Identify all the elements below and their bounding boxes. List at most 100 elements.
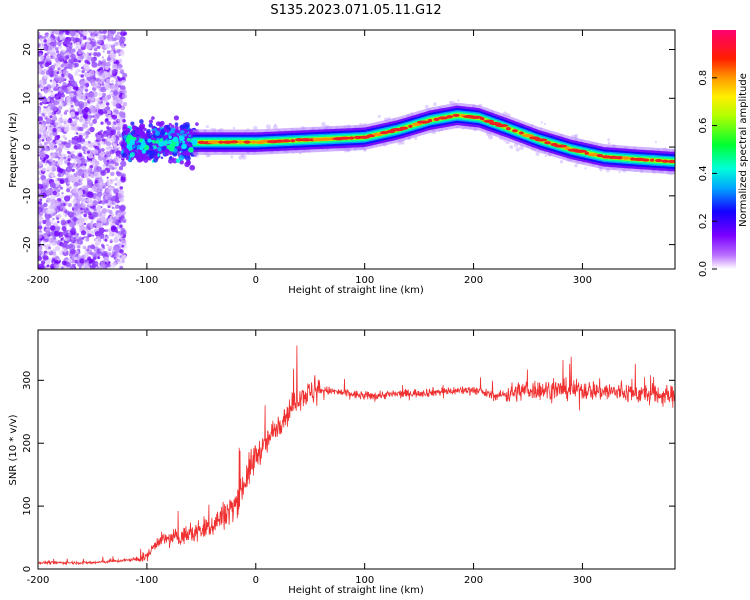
- spectrogram-point: [114, 183, 117, 186]
- spectrogram-point: [253, 125, 258, 131]
- spectrogram-point: [72, 187, 79, 194]
- spectrogram-point: [195, 122, 199, 126]
- spectrogram-point: [98, 230, 104, 236]
- spectrogram-point: [126, 128, 131, 133]
- spectrogram-point: [82, 119, 86, 124]
- spectrogram-point: [178, 155, 185, 161]
- spectrogram-peak: [338, 136, 352, 140]
- spectrogram-point: [114, 75, 118, 80]
- spectrogram-point: [414, 137, 418, 141]
- spectrogram-point: [69, 111, 76, 118]
- spectrogram-point: [106, 61, 110, 66]
- spectrogram-point: [83, 79, 88, 84]
- spectrogram-point: [95, 132, 99, 136]
- spectrogram-point: [40, 157, 44, 161]
- spectrogram-point: [43, 68, 46, 71]
- spectrogram-point: [97, 256, 101, 260]
- spectrogram-point: [535, 151, 540, 156]
- spectrogram-point: [58, 107, 62, 111]
- spectrogram-point: [62, 82, 67, 86]
- spectrogram-point: [118, 205, 126, 212]
- spectrogram-point: [47, 88, 52, 93]
- spectrogram-point: [48, 246, 52, 250]
- spectrogram-point: [45, 221, 52, 227]
- spectrogram-point: [92, 149, 99, 155]
- spectrogram-point: [117, 119, 120, 123]
- spectrogram-point: [68, 252, 73, 257]
- spectrogram-point: [48, 243, 51, 246]
- spectrogram-point: [62, 236, 65, 239]
- spectrogram-point: [102, 96, 109, 103]
- spectrogram-point: [87, 140, 91, 144]
- spectrogram-point: [97, 178, 104, 185]
- spectrogram-point: [79, 181, 83, 186]
- spectrogram-point: [559, 159, 564, 164]
- spectrogram-point: [42, 98, 48, 103]
- spectrogram-point: [182, 140, 186, 144]
- spectrogram-point: [63, 122, 70, 128]
- spectrogram-point: [94, 33, 98, 37]
- spectrogram-peak: [399, 126, 409, 130]
- spectrogram-point: [540, 121, 544, 124]
- y-tick-label: 10: [22, 92, 33, 105]
- spectrogram-point: [46, 165, 53, 172]
- spectrogram-point: [111, 114, 118, 120]
- spectrogram-point: [76, 245, 81, 249]
- spectrogram-point: [101, 148, 105, 152]
- spectrogram-point: [96, 52, 102, 57]
- spectrogram-point: [100, 169, 107, 176]
- spectrogram-point: [99, 182, 102, 185]
- spectrogram-point: [574, 163, 578, 168]
- spectrogram-point: [109, 147, 112, 150]
- spectrogram-point: [101, 137, 105, 141]
- spectrogram-point: [38, 146, 42, 153]
- spectrogram-point: [99, 263, 106, 269]
- spectrogram-point: [87, 233, 90, 236]
- spectrogram-point: [321, 122, 326, 127]
- spectrogram-point: [101, 218, 107, 224]
- spectrogram-point: [113, 90, 119, 96]
- spectrogram-point: [49, 225, 56, 231]
- spectrogram-point: [105, 170, 108, 173]
- spectrogram-point: [106, 263, 111, 268]
- spectrogram-point: [83, 215, 89, 221]
- spectrogram-point: [97, 100, 102, 105]
- spectrogram-point: [120, 30, 126, 33]
- spectrogram-point: [51, 80, 56, 85]
- spectrogram-point: [115, 204, 120, 209]
- spectrogram-point: [84, 163, 87, 166]
- spectrogram-point: [74, 203, 78, 207]
- spectrogram-peak: [319, 137, 332, 141]
- spectrogram-point: [79, 81, 86, 87]
- spectrogram-point: [95, 195, 102, 202]
- spectrogram-point: [74, 62, 79, 68]
- spectrogram-point: [59, 117, 63, 120]
- y-tick-label: 20: [22, 43, 33, 56]
- spectrogram-point: [654, 141, 657, 144]
- spectrogram-point: [191, 138, 198, 145]
- spectrogram-point: [109, 34, 113, 38]
- spectrogram-point: [141, 149, 147, 154]
- spectrogram-point: [76, 90, 81, 95]
- spectrogram-point: [53, 86, 59, 91]
- y-tick-label: 0: [22, 566, 33, 572]
- spectrogram-point: [108, 261, 111, 264]
- spectrogram-point: [43, 39, 47, 43]
- spectrogram-point: [129, 139, 136, 145]
- spectrogram-point: [118, 166, 124, 171]
- spectrogram-point: [168, 135, 172, 139]
- spectrogram-peak: [506, 127, 511, 131]
- spectrogram-point: [74, 37, 80, 43]
- spectrogram-point: [108, 150, 111, 153]
- spectrogram-point: [121, 93, 128, 99]
- spectrogram-peak: [299, 138, 313, 142]
- spectrogram-point: [115, 33, 120, 39]
- spectrogram-point: [83, 213, 87, 218]
- spectrogram-point: [106, 151, 112, 158]
- spectrogram-point: [110, 30, 117, 35]
- spectrogram-point: [44, 61, 50, 67]
- spectrogram-point: [109, 149, 115, 155]
- spectrogram-point: [61, 192, 64, 195]
- colorbar-tick-label: 0.0: [698, 261, 709, 277]
- spectrogram-point: [76, 233, 79, 236]
